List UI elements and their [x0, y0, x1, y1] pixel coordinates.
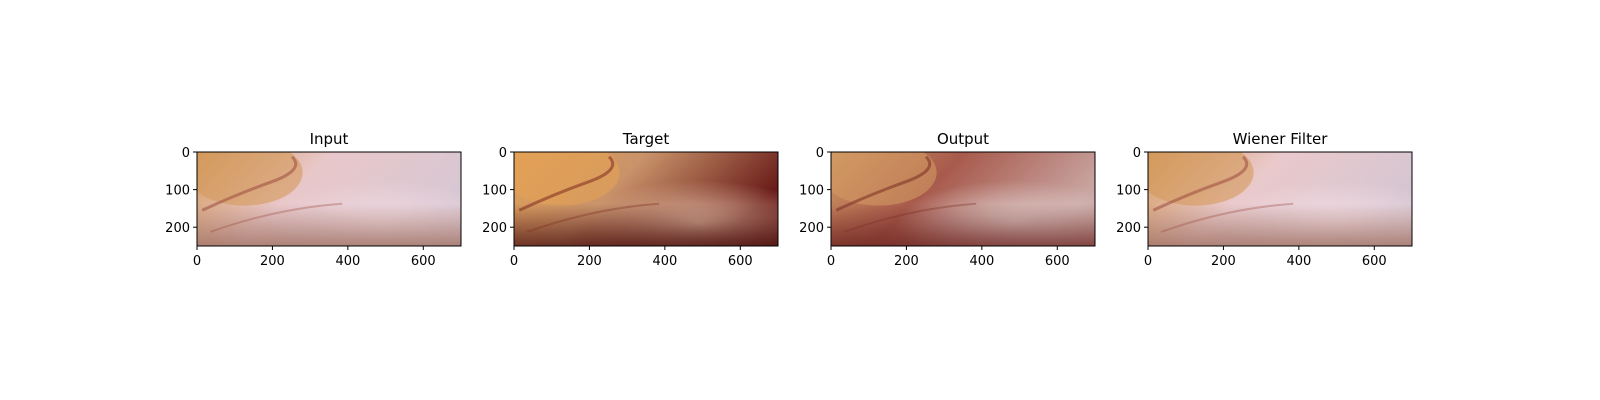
x-tick-label: 200	[894, 254, 919, 269]
x-tick-label: 600	[411, 254, 436, 269]
x-tick-label: 0	[827, 254, 835, 269]
x-tick-label: 0	[193, 254, 201, 269]
y-tick-label: 0	[816, 146, 824, 161]
y-tick-label: 200	[165, 221, 190, 236]
panel-title: Wiener Filter	[1233, 130, 1329, 148]
x-tick-label: 0	[1144, 254, 1152, 269]
x-tick-label: 400	[652, 254, 677, 269]
panel-image	[831, 152, 1095, 246]
y-tick-label: 200	[482, 221, 507, 236]
panel-image	[197, 152, 461, 246]
y-tick-label: 200	[1116, 221, 1141, 236]
y-tick-label: 0	[182, 146, 190, 161]
panel-image	[514, 152, 778, 246]
panel-target: Target 0 200 400 600 0 100 200	[482, 130, 779, 269]
x-tick-label: 600	[1045, 254, 1070, 269]
panel-title: Input	[310, 130, 349, 148]
y-tick-label: 100	[799, 184, 824, 199]
panel-input: Input 0 200 400 600 0 100 200	[165, 130, 462, 269]
y-tick-label: 0	[499, 146, 507, 161]
axes-frame	[1147, 151, 1413, 247]
x-tick-label: 200	[260, 254, 285, 269]
x-tick-label: 400	[335, 254, 360, 269]
axes-frame	[830, 151, 1096, 247]
x-tick-label: 600	[728, 254, 753, 269]
panel-title: Output	[937, 130, 989, 148]
x-tick-label: 400	[1286, 254, 1311, 269]
axes-frame	[513, 151, 779, 247]
y-tick-label: 200	[799, 221, 824, 236]
axes-frame	[196, 151, 462, 247]
x-tick-label: 200	[1211, 254, 1236, 269]
y-tick-label: 100	[165, 184, 190, 199]
panel-image	[1148, 152, 1412, 246]
y-tick-label: 100	[482, 184, 507, 199]
x-tick-label: 400	[969, 254, 994, 269]
panel-output: Output 0 200 400 600 0 100 200	[799, 130, 1096, 269]
y-tick-label: 0	[1133, 146, 1141, 161]
x-tick-label: 200	[577, 254, 602, 269]
x-tick-label: 600	[1362, 254, 1387, 269]
panel-title: Target	[622, 130, 670, 148]
x-tick-label: 0	[510, 254, 518, 269]
y-tick-label: 100	[1116, 184, 1141, 199]
panel-wiener: Wiener Filter 0 200 400 600 0 100 200	[1116, 130, 1413, 269]
